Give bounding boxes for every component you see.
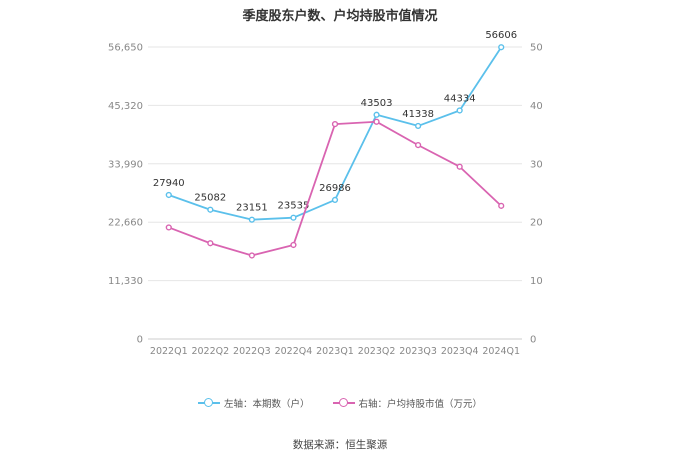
legend-item-left-series[interactable]: 左轴：本期数（户） [197, 396, 310, 410]
legend-marker-right [332, 398, 355, 408]
y-left-tick-label: 45,320 [108, 101, 143, 112]
y-right-tick-label: 40 [530, 101, 543, 112]
y-right-tick-label: 10 [530, 276, 543, 287]
x-tick-label: 2023Q1 [316, 346, 354, 357]
legend-marker-left [197, 398, 220, 408]
x-tick-label: 2023Q3 [399, 346, 437, 357]
data-point [456, 107, 463, 114]
data-label: 44334 [444, 93, 476, 104]
legend-item-right-series[interactable]: 右轴：户均持股市值（万元） [332, 396, 483, 410]
data-point [331, 120, 339, 128]
data-label: 41338 [402, 109, 434, 120]
data-point [498, 202, 505, 209]
data-label: 23151 [236, 203, 268, 214]
data-label: 23535 [278, 201, 310, 212]
x-tick-label: 2022Q2 [191, 346, 229, 357]
data-label: 43503 [361, 98, 393, 109]
y-left-tick-label: 22,660 [108, 218, 143, 229]
data-point [248, 216, 255, 223]
data-label: 56606 [485, 30, 517, 41]
y-left-tick-label: 0 [137, 335, 143, 346]
data-label: 27940 [153, 178, 185, 189]
data-point [290, 214, 297, 221]
data-point [165, 224, 172, 231]
data-point [248, 252, 255, 259]
x-tick-label: 2022Q4 [275, 346, 313, 357]
legend-label-right: 右轴：户均持股市值（万元） [358, 399, 483, 410]
data-point [165, 191, 172, 199]
x-tick-label: 2023Q4 [441, 346, 479, 357]
data-point [373, 111, 380, 118]
data-point [290, 241, 297, 249]
chart-title: 季度股东户数、户均持股市值情况 [242, 9, 438, 24]
y-right-tick-label: 30 [530, 159, 543, 170]
data-point [498, 44, 505, 51]
data-point [415, 122, 422, 130]
data-point [415, 142, 422, 149]
y-left-tick-label: 11,330 [108, 276, 143, 287]
data-point [207, 206, 214, 213]
data-point [331, 196, 339, 204]
y-right-tick-label: 20 [530, 218, 543, 229]
y-right-tick-label: 0 [530, 335, 536, 346]
y-left-tick-label: 33,990 [108, 159, 143, 170]
legend: 左轴：本期数（户） 右轴：户均持股市值（万元） [0, 396, 680, 411]
data-point [373, 118, 380, 125]
x-tick-label: 2023Q2 [358, 346, 396, 357]
x-tick-label: 2024Q1 [482, 346, 520, 357]
data-point [456, 163, 463, 170]
y-left-tick-label: 56,650 [108, 43, 143, 54]
data-label: 25082 [194, 193, 226, 204]
data-label: 26986 [319, 183, 351, 194]
x-tick-label: 2022Q1 [150, 346, 188, 357]
legend-label-left: 左轴：本期数（户） [223, 399, 310, 410]
data-point [207, 240, 214, 247]
y-right-tick-label: 50 [530, 43, 543, 54]
x-tick-label: 2022Q3 [233, 346, 271, 357]
data-source: 数据来源：恒生聚源 [292, 439, 388, 451]
